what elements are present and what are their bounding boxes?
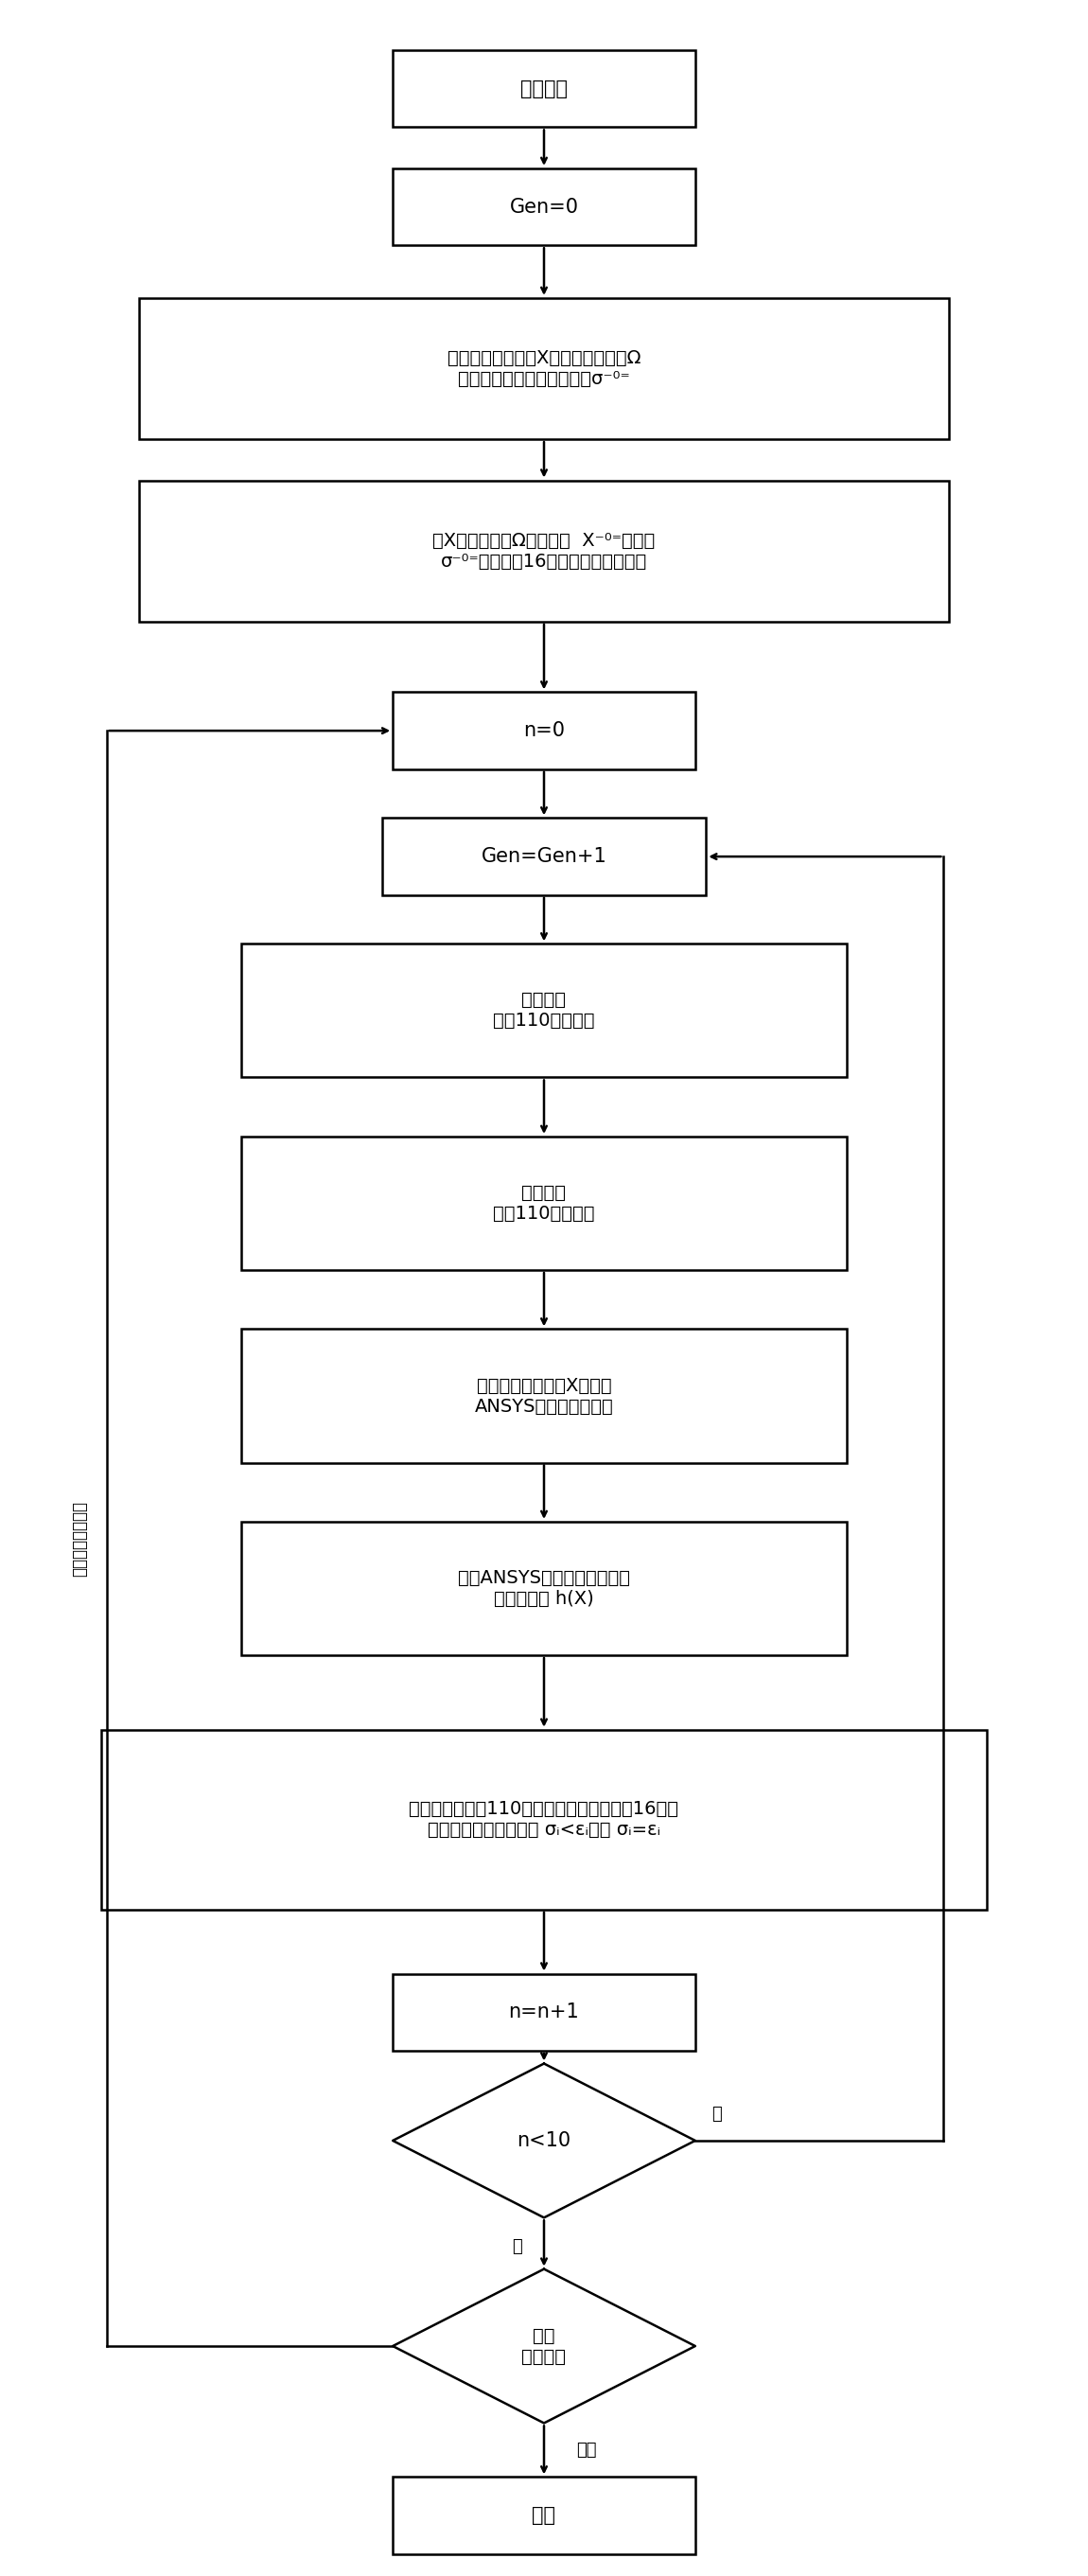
Text: 否: 否 bbox=[512, 2239, 522, 2254]
Text: 由X可行求解域Ω中任一点  X⁻⁰⁼，根据
σ⁻⁰⁼随机生成16个个体作为初始群体: 由X可行求解域Ω中任一点 X⁻⁰⁼，根据 σ⁻⁰⁼随机生成16个个体作为初始群体 bbox=[433, 531, 655, 569]
Text: 将新个体目标变量X传递给
ANSYS进行有限元计算: 将新个体目标变量X传递给 ANSYS进行有限元计算 bbox=[474, 1376, 614, 1414]
Text: 定义个体决策变量X的可行求解域：Ω
定义个体的初始标准差为：σ⁻⁰⁼: 定义个体决策变量X的可行求解域：Ω 定义个体的初始标准差为：σ⁻⁰⁼ bbox=[447, 350, 641, 389]
Text: 执行重组
产生110个新个体: 执行重组 产生110个新个体 bbox=[493, 992, 595, 1030]
Text: 是: 是 bbox=[712, 2105, 721, 2123]
Text: 收敛: 收敛 bbox=[577, 2442, 596, 2458]
FancyBboxPatch shape bbox=[393, 693, 695, 770]
Text: 开始进化: 开始进化 bbox=[520, 80, 568, 98]
FancyBboxPatch shape bbox=[393, 49, 695, 126]
FancyBboxPatch shape bbox=[393, 167, 695, 245]
Polygon shape bbox=[393, 2063, 695, 2218]
FancyBboxPatch shape bbox=[242, 1136, 846, 1270]
FancyBboxPatch shape bbox=[242, 943, 846, 1077]
FancyBboxPatch shape bbox=[393, 1973, 695, 2050]
Text: 判断
收敛情况: 判断 收敛情况 bbox=[522, 2326, 566, 2365]
Text: Gen=0: Gen=0 bbox=[509, 198, 579, 216]
FancyBboxPatch shape bbox=[382, 819, 706, 894]
Text: 执行突变
产生110个新个体: 执行突变 产生110个新个体 bbox=[493, 1185, 595, 1224]
Text: 结束: 结束 bbox=[532, 2506, 556, 2524]
Text: Gen=Gen+1: Gen=Gen+1 bbox=[481, 848, 607, 866]
FancyBboxPatch shape bbox=[393, 2478, 695, 2553]
FancyBboxPatch shape bbox=[101, 1728, 987, 1909]
Text: 不收敛，继续进化: 不收敛，继续进化 bbox=[71, 1502, 88, 1577]
FancyBboxPatch shape bbox=[242, 1522, 846, 1656]
FancyBboxPatch shape bbox=[139, 479, 949, 621]
Text: 读取ANSYS计算结果，计算新
个体适应度 h(X): 读取ANSYS计算结果，计算新 个体适应度 h(X) bbox=[458, 1569, 630, 1607]
Polygon shape bbox=[393, 2269, 695, 2424]
Text: n<10: n<10 bbox=[517, 2130, 571, 2151]
FancyBboxPatch shape bbox=[139, 299, 949, 440]
FancyBboxPatch shape bbox=[242, 1329, 846, 1463]
Text: n=n+1: n=n+1 bbox=[508, 2002, 579, 2022]
Text: 根据适应度，从110个新个体中选择最优的16个作
为新父代，若新父代的 σᵢ<εᵢ，则 σᵢ=εᵢ: 根据适应度，从110个新个体中选择最优的16个作 为新父代，若新父代的 σᵢ<ε… bbox=[409, 1801, 679, 1839]
Text: n=0: n=0 bbox=[523, 721, 565, 739]
